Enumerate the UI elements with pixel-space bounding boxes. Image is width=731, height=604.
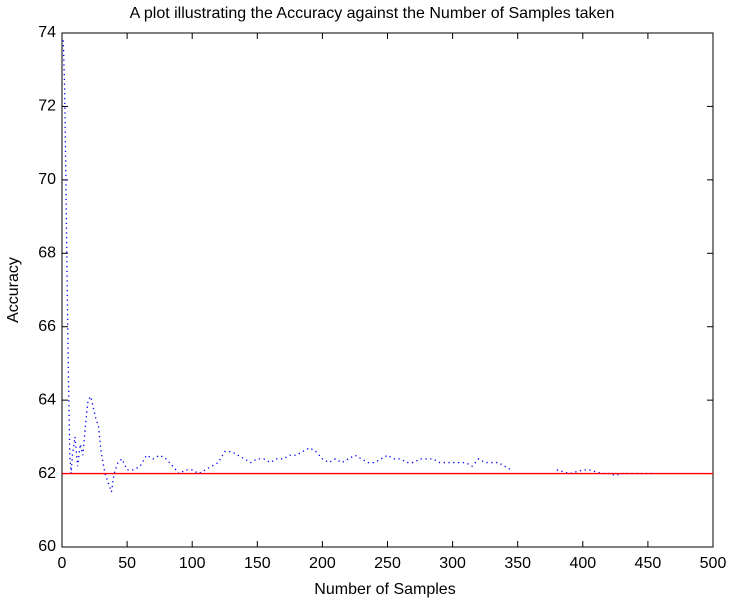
chart-title: A plot illustrating the Accuracy against… (130, 5, 615, 22)
y-tick-label: 72 (38, 98, 56, 115)
data-line (62, 40, 655, 493)
y-tick-label: 68 (38, 245, 56, 262)
x-tick-label: 100 (179, 555, 206, 572)
y-tick-label: 64 (38, 391, 56, 408)
plot-frame (61, 32, 714, 548)
y-axis-label: Accuracy (5, 257, 22, 323)
y-tick-label: 66 (38, 318, 56, 335)
x-tick-label: 200 (309, 555, 336, 572)
x-tick-label: 250 (374, 555, 401, 572)
x-tick-label: 450 (635, 555, 662, 572)
x-tick-label: 400 (569, 555, 596, 572)
y-tick-label: 62 (38, 465, 56, 482)
y-tick-label: 60 (38, 538, 56, 555)
x-tick-label: 300 (439, 555, 466, 572)
x-axis-label: Number of Samples (314, 581, 455, 598)
x-tick-label: 0 (58, 555, 67, 572)
x-tick-label: 500 (700, 555, 727, 572)
x-tick-label: 350 (504, 555, 531, 572)
y-tick-label: 70 (38, 171, 56, 188)
x-tick-label: 50 (118, 555, 136, 572)
x-tick-label: 150 (244, 555, 271, 572)
y-tick-label: 74 (38, 24, 56, 41)
